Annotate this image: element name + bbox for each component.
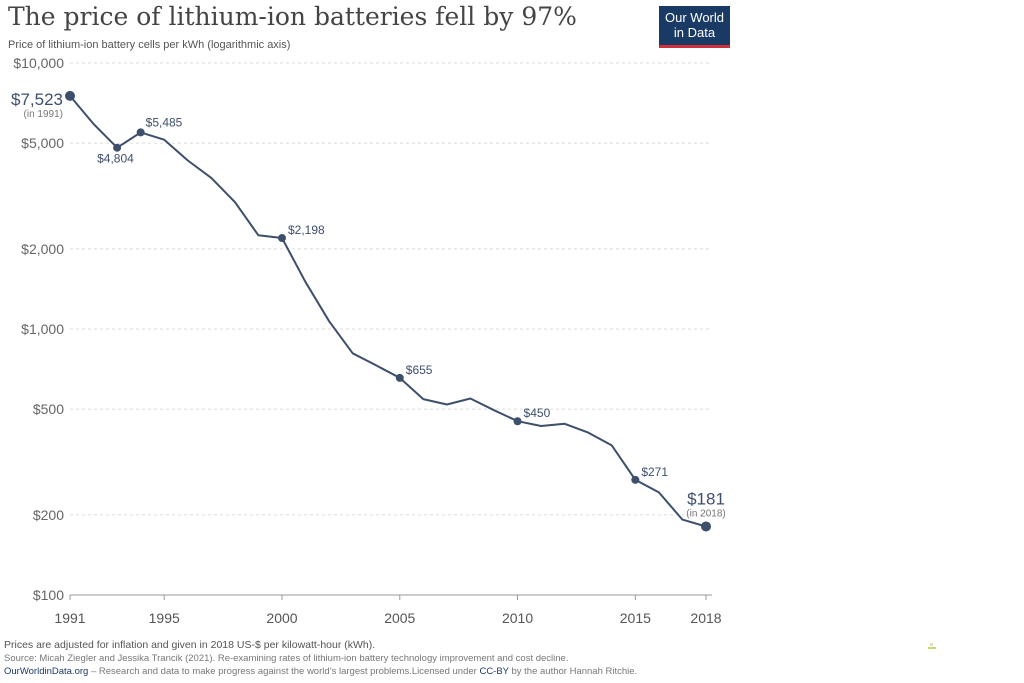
data-label: $4,804 <box>97 152 134 166</box>
y-tick-label: $1,000 <box>21 321 64 337</box>
data-label: $655 <box>406 363 433 377</box>
data-label: $271 <box>641 465 668 479</box>
series-line <box>69 95 707 528</box>
x-tick-label: 2015 <box>620 610 651 626</box>
x-tick-label: 2010 <box>502 610 533 626</box>
x-tick-label: 1995 <box>149 610 180 626</box>
data-point <box>395 373 404 382</box>
data-label: $5,485 <box>146 115 183 129</box>
footer-license-pre: Licensed under <box>411 666 480 677</box>
x-tick-label: 1991 <box>54 610 85 626</box>
logo-stripe <box>659 45 730 48</box>
footer-credits: OurWorldinData.org – Research and data t… <box>4 666 637 677</box>
data-label: $450 <box>524 406 551 420</box>
y-tick-label: $500 <box>33 401 64 417</box>
y-tick-label: $10,000 <box>13 55 64 71</box>
data-point <box>113 143 122 152</box>
data-label: $181 <box>687 489 725 508</box>
y-tick-label: $2,000 <box>21 241 64 257</box>
x-axis: 1991 1995 2000 2005 2010 2015 2018 <box>54 594 722 626</box>
y-tick-label: $200 <box>33 507 64 523</box>
x-tick-label: 2018 <box>690 610 721 626</box>
footer-tagline: – Research and data to make progress aga… <box>88 666 412 677</box>
data-point <box>136 128 145 137</box>
series-layer <box>65 90 711 532</box>
chart-title: The price of lithium-ion batteries fell … <box>8 2 577 31</box>
chart-subtitle: Price of lithium-ion battery cells per k… <box>8 39 291 51</box>
owid-link[interactable]: OurWorldinData.org <box>4 666 89 677</box>
x-tick-label: 2000 <box>266 610 297 626</box>
data-label: $7,523 <box>11 90 63 109</box>
license-link[interactable]: CC-BY <box>479 666 509 677</box>
data-label: $2,198 <box>288 223 325 237</box>
grid-lines <box>70 62 712 516</box>
owid-logo[interactable]: Our World in Data <box>659 6 730 48</box>
footer-source: Source: Micah Ziegler and Jessika Tranci… <box>4 653 569 664</box>
y-tick-label: $5,000 <box>21 135 64 151</box>
y-tick-label: $100 <box>33 587 64 603</box>
data-label-sub: (in 2018) <box>686 508 725 519</box>
data-point <box>278 234 286 243</box>
corner-marker <box>928 643 936 649</box>
data-point <box>65 90 75 101</box>
data-point <box>701 521 711 532</box>
y-axis: $10,000 $5,000 $2,000 $1,000 $500 $200 $100 <box>13 55 64 603</box>
annotation-layer: $7,523(in 1991) $4,804 $5,485 $2,198 $655 $45… <box>11 90 726 520</box>
logo-line-2: in Data <box>673 25 716 40</box>
x-tick-label: 2005 <box>384 610 415 626</box>
footer-license-post: by the author Hannah Ritchie. <box>508 666 638 677</box>
data-point <box>513 417 522 426</box>
footer-note: Prices are adjusted for inflation and gi… <box>4 639 376 651</box>
logo-line-1: Our World <box>665 10 724 25</box>
data-point <box>631 475 640 484</box>
data-label-sub: (in 1991) <box>24 109 63 120</box>
